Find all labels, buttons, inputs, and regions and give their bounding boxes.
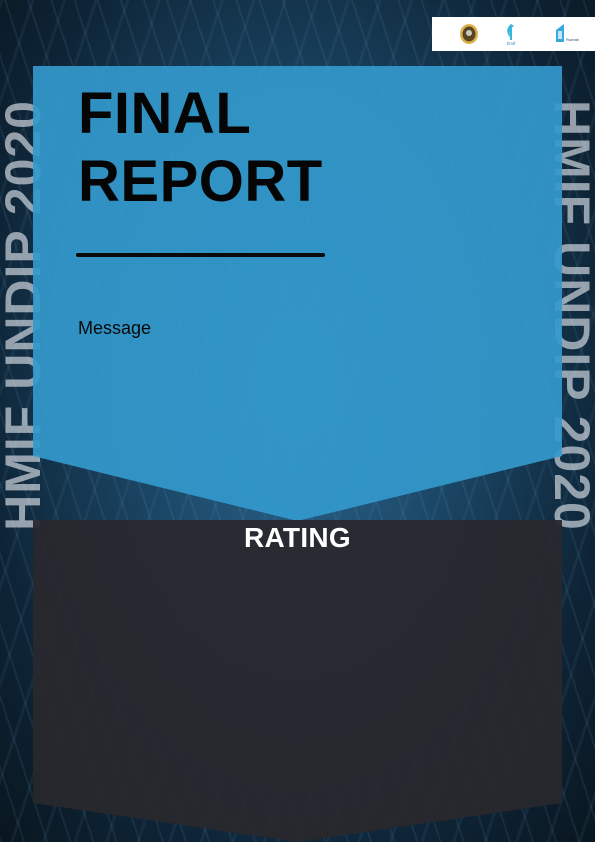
logo-bar: hmif Rumah Kita [432, 17, 595, 51]
rating-panel [33, 520, 562, 842]
message-label: Message [78, 318, 152, 338]
partner-building-logo-icon: Rumah Kita [556, 24, 580, 42]
hmif-logo-text: hmif [507, 41, 516, 46]
title-panel [33, 66, 562, 521]
title-divider [76, 253, 325, 257]
page-title: FINAL REPORT [78, 80, 323, 216]
title-line-2: REPORT [78, 149, 323, 214]
rating-label: RATING [243, 522, 352, 553]
university-seal-icon [460, 24, 478, 44]
title-line-1: FINAL [78, 81, 252, 146]
partner-logo-text: Rumah Kita [566, 37, 580, 42]
hmif-logo-icon: hmif [507, 24, 516, 46]
